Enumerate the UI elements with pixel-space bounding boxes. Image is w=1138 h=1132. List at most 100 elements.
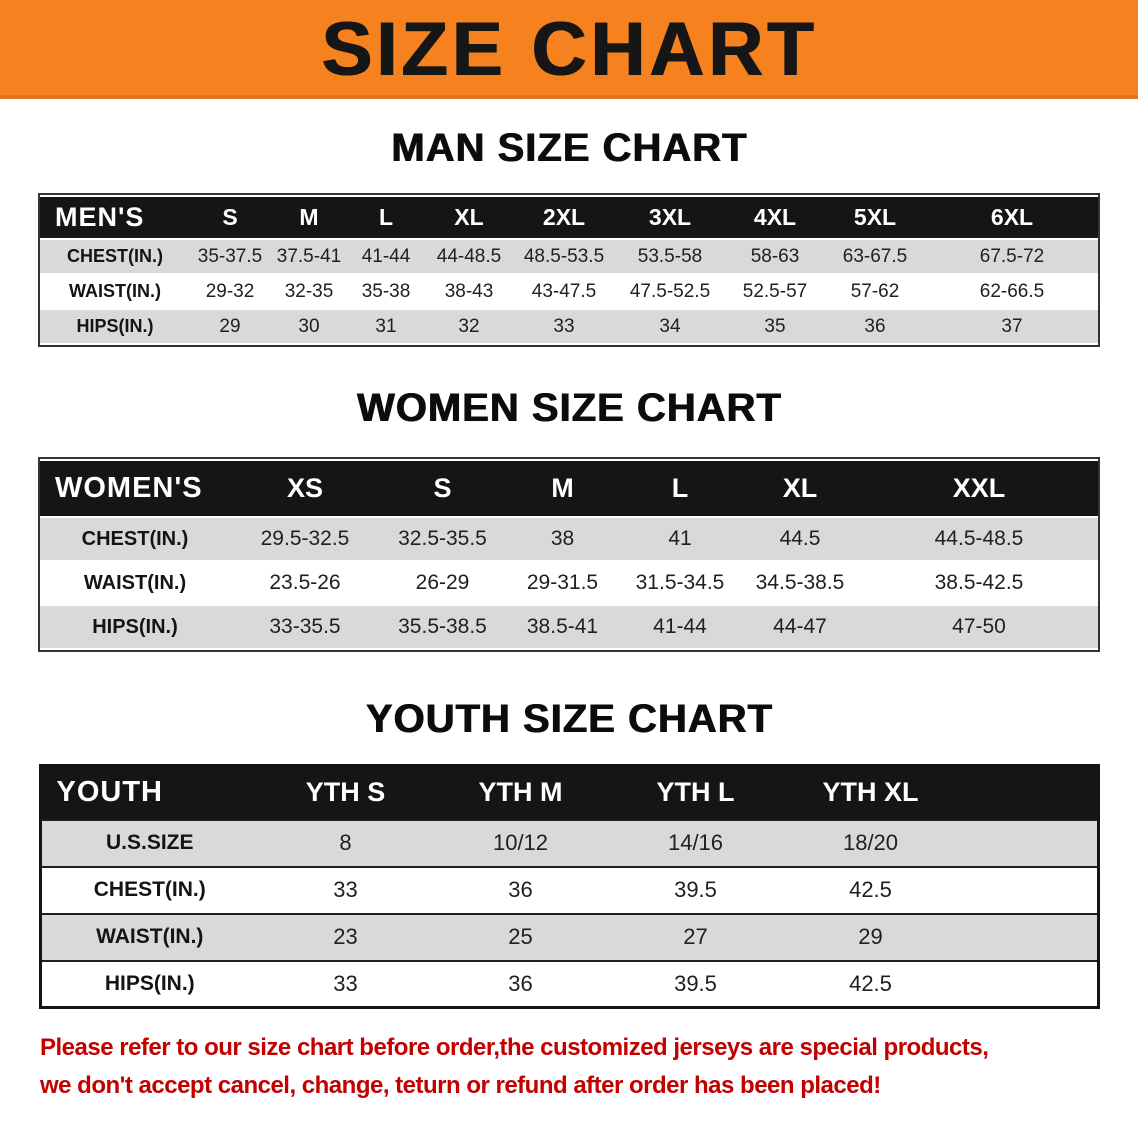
row-label: HIPS(IN.) <box>40 606 230 648</box>
value-cell: 37.5-41 <box>270 240 348 273</box>
youth-hips-row: HIPS(IN.) 33 36 39.5 42.5 <box>40 959 1098 1008</box>
value-cell: 43-47.5 <box>514 275 614 308</box>
value-cell: 35 <box>726 310 824 343</box>
spacer-cell <box>958 818 1098 867</box>
value-cell: 38 <box>505 518 620 560</box>
row-label: U.S.SIZE <box>40 818 258 867</box>
value-cell: 42.5 <box>783 865 958 914</box>
value-cell: 18/20 <box>783 818 958 867</box>
youth-table-title-cell: YOUTH <box>40 765 258 820</box>
men-waist-row: WAIST(IN.) 29-32 32-35 35-38 38-43 43-47… <box>40 275 1098 308</box>
men-hips-row: HIPS(IN.) 29 30 31 32 33 34 35 36 37 <box>40 310 1098 343</box>
value-cell: 23.5-26 <box>230 562 380 604</box>
column-header: S <box>380 461 505 516</box>
row-label: HIPS(IN.) <box>40 310 190 343</box>
column-header: S <box>190 197 270 238</box>
women-size-section: WOMEN SIZE CHART WOMEN'S XS S M L XL XXL <box>0 385 1138 652</box>
value-cell: 32 <box>424 310 514 343</box>
value-cell: 35-37.5 <box>190 240 270 273</box>
notice-line-2: we don't accept cancel, change, teturn o… <box>40 1072 881 1100</box>
column-header: XXL <box>860 461 1098 516</box>
value-cell: 32-35 <box>270 275 348 308</box>
column-header: L <box>348 197 424 238</box>
value-cell: 8 <box>258 818 433 867</box>
women-waist-row: WAIST(IN.) 23.5-26 26-29 29-31.5 31.5-34… <box>40 562 1098 604</box>
column-header: 3XL <box>614 197 726 238</box>
value-cell: 39.5 <box>608 865 783 914</box>
column-header: YTH S <box>258 765 433 820</box>
value-cell: 34 <box>614 310 726 343</box>
column-header: YTH XL <box>783 765 958 820</box>
spacer-cell <box>958 959 1098 1008</box>
value-cell: 36 <box>824 310 926 343</box>
value-cell: 47-50 <box>860 606 1098 648</box>
value-cell: 47.5-52.5 <box>614 275 726 308</box>
row-label: WAIST(IN.) <box>40 912 258 961</box>
value-cell: 31.5-34.5 <box>620 562 740 604</box>
value-cell: 27 <box>608 912 783 961</box>
youth-size-section: YOUTH SIZE CHART YOUTH YTH S YTH M YTH L… <box>0 696 1138 1009</box>
men-size-section: MAN SIZE CHART MEN'S S M L XL 2XL 3XL 4X… <box>0 125 1138 347</box>
column-header: 5XL <box>824 197 926 238</box>
column-header: YTH L <box>608 765 783 820</box>
value-cell: 30 <box>270 310 348 343</box>
value-cell: 29.5-32.5 <box>230 518 380 560</box>
youth-chest-row: CHEST(IN.) 33 36 39.5 42.5 <box>40 865 1098 914</box>
value-cell: 67.5-72 <box>926 240 1098 273</box>
value-cell: 44.5-48.5 <box>860 518 1098 560</box>
value-cell: 38.5-42.5 <box>860 562 1098 604</box>
value-cell: 29-31.5 <box>505 562 620 604</box>
youth-waist-row: WAIST(IN.) 23 25 27 29 <box>40 912 1098 961</box>
youth-header-row: YOUTH YTH S YTH M YTH L YTH XL <box>40 765 1098 820</box>
spacer-cell <box>958 865 1098 914</box>
value-cell: 33-35.5 <box>230 606 380 648</box>
value-cell: 14/16 <box>608 818 783 867</box>
column-header: 2XL <box>514 197 614 238</box>
value-cell: 41 <box>620 518 740 560</box>
row-label: WAIST(IN.) <box>40 562 230 604</box>
size-chart-infographic: SIZE CHART MAN SIZE CHART MEN'S S M L XL… <box>0 0 1138 1100</box>
spacer-cell <box>958 912 1098 961</box>
value-cell: 29-32 <box>190 275 270 308</box>
column-header: XL <box>740 461 860 516</box>
women-size-table: WOMEN'S XS S M L XL XXL CHEST(IN.) 29.5-… <box>38 457 1100 652</box>
youth-ussize-row: U.S.SIZE 8 10/12 14/16 18/20 <box>40 818 1098 867</box>
column-header: 4XL <box>726 197 824 238</box>
value-cell: 44.5 <box>740 518 860 560</box>
value-cell: 31 <box>348 310 424 343</box>
spacer-cell <box>958 765 1098 820</box>
notice-line-1: Please refer to our size chart before or… <box>40 1034 989 1061</box>
value-cell: 34.5-38.5 <box>740 562 860 604</box>
column-header: L <box>620 461 740 516</box>
women-hips-row: HIPS(IN.) 33-35.5 35.5-38.5 38.5-41 41-4… <box>40 606 1098 648</box>
value-cell: 35-38 <box>348 275 424 308</box>
column-header: M <box>505 461 620 516</box>
title-banner: SIZE CHART <box>0 0 1138 99</box>
page-title: SIZE CHART <box>321 6 817 92</box>
value-cell: 41-44 <box>348 240 424 273</box>
value-cell: 44-47 <box>740 606 860 648</box>
value-cell: 37 <box>926 310 1098 343</box>
value-cell: 58-63 <box>726 240 824 273</box>
men-size-table: MEN'S S M L XL 2XL 3XL 4XL 5XL 6XL CHEST… <box>38 193 1100 347</box>
value-cell: 36 <box>433 865 608 914</box>
women-section-heading: WOMEN SIZE CHART <box>356 386 782 430</box>
value-cell: 44-48.5 <box>424 240 514 273</box>
value-cell: 32.5-35.5 <box>380 518 505 560</box>
women-table-title-cell: WOMEN'S <box>40 461 230 516</box>
men-chest-row: CHEST(IN.) 35-37.5 37.5-41 41-44 44-48.5… <box>40 240 1098 273</box>
column-header: XS <box>230 461 380 516</box>
column-header: XL <box>424 197 514 238</box>
value-cell: 29 <box>783 912 958 961</box>
value-cell: 33 <box>258 865 433 914</box>
youth-size-table: YOUTH YTH S YTH M YTH L YTH XL U.S.SIZE … <box>38 764 1100 1009</box>
value-cell: 38-43 <box>424 275 514 308</box>
row-label: HIPS(IN.) <box>40 959 258 1008</box>
column-header: 6XL <box>926 197 1098 238</box>
row-label: CHEST(IN.) <box>40 518 230 560</box>
value-cell: 23 <box>258 912 433 961</box>
value-cell: 57-62 <box>824 275 926 308</box>
row-label: CHEST(IN.) <box>40 865 258 914</box>
women-header-row: WOMEN'S XS S M L XL XXL <box>40 461 1098 516</box>
column-header: YTH M <box>433 765 608 820</box>
